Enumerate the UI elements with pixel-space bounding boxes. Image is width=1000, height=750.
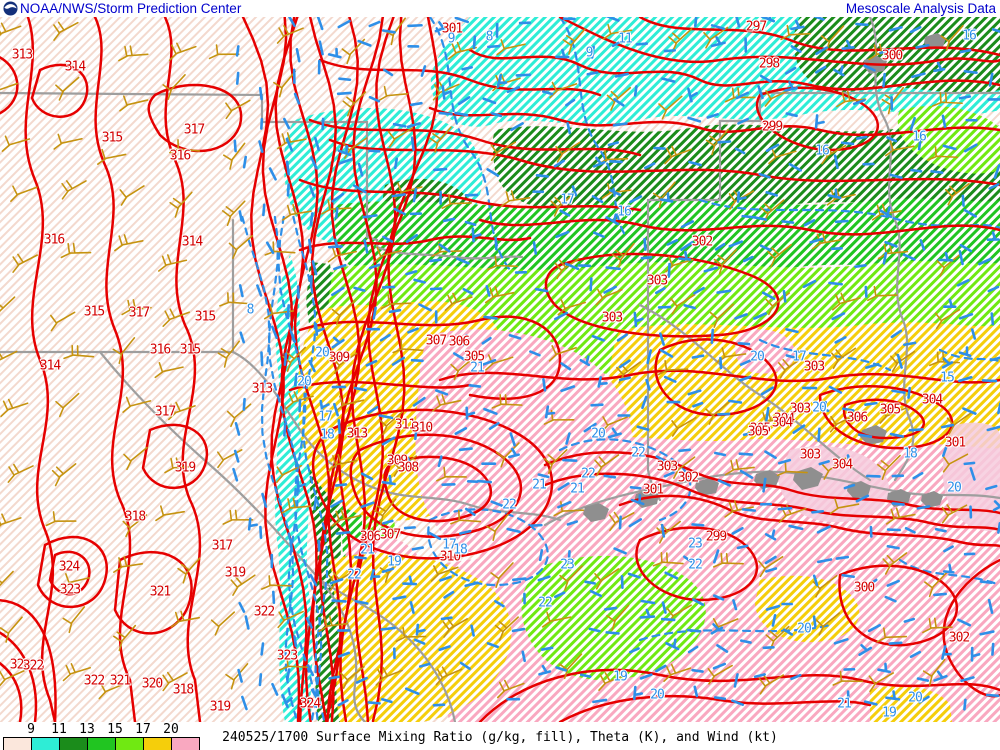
wind-barbs	[0, 17, 1000, 711]
urban-areas	[583, 33, 946, 522]
legend-tick: 13	[79, 722, 95, 737]
legend-tick: 9	[27, 722, 35, 737]
theta-dryline-bundle	[241, 17, 439, 722]
legend-segment	[60, 738, 88, 750]
legend-tick: 20	[163, 722, 179, 737]
theta-contours	[0, 17, 1000, 722]
legend-segment	[88, 738, 116, 750]
weather-map[interactable]: 313 314 315 317 316 316 314 315 317 315 316 315 314 3…	[0, 17, 1000, 722]
analysis-graphic	[0, 17, 1000, 722]
footer-bar: 9 11 13 15 17 20 240525/1700 Surface Mixing R…	[0, 722, 1000, 750]
legend-segment	[4, 738, 32, 750]
mixing-ratio-legend	[3, 737, 200, 750]
legend-segment	[116, 738, 144, 750]
legend-segment	[32, 738, 60, 750]
header-bar: NOAA/NWS/Storm Prediction Center Mesosca…	[0, 0, 1000, 17]
legend-tick-row: 9 11 13 15 17 20	[3, 722, 243, 737]
mesoanalysis-title: Mesoscale Analysis Data	[845, 1, 996, 16]
spc-home-link[interactable]: NOAA/NWS/Storm Prediction Center	[20, 1, 242, 16]
legend-tick: 11	[51, 722, 67, 737]
noaa-logo-icon	[3, 1, 18, 16]
legend-tick: 15	[107, 722, 123, 737]
legend-segment	[172, 738, 199, 750]
legend-tick: 17	[135, 722, 151, 737]
legend-segment	[144, 738, 172, 750]
map-caption: 240525/1700 Surface Mixing Ratio (g/kg, …	[222, 730, 778, 745]
mixing-dryline-bundle	[241, 215, 329, 722]
